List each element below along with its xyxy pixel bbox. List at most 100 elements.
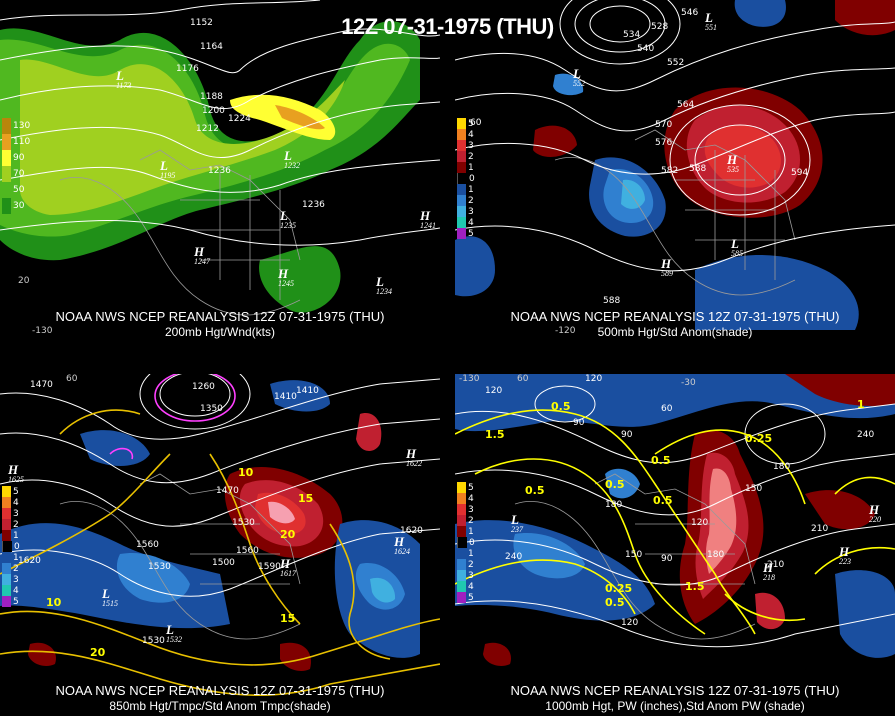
- high-marker: H 1247: [194, 244, 210, 266]
- legend-label: 3: [468, 206, 474, 217]
- legend-label: 3: [13, 574, 19, 585]
- contour-label: 180: [707, 550, 725, 560]
- low-marker: L 1515: [102, 586, 118, 608]
- contour-label: 120: [621, 618, 639, 628]
- legend-label: 4: [468, 129, 474, 140]
- legend-label: 4: [468, 581, 474, 592]
- legend-label: 5: [468, 482, 474, 493]
- contour-label: 1530: [148, 562, 171, 572]
- contour-label: 1470: [30, 380, 53, 390]
- axis-label: 60: [517, 374, 529, 384]
- contour-label: 1188: [200, 92, 223, 102]
- high-marker: H 589: [661, 256, 673, 278]
- low-marker: L 1173: [116, 68, 132, 90]
- axis-label: 20: [18, 276, 30, 286]
- legend-label: 3: [468, 570, 474, 581]
- pw-label: 1: [857, 398, 865, 411]
- contour-label: 210: [767, 560, 785, 570]
- map-500mb: [455, 0, 895, 330]
- panel-caption-1: NOAA NWS NCEP REANALYSIS 12Z 07-31-1975 …: [510, 683, 840, 698]
- pw-label: 0.5: [605, 596, 625, 609]
- legend-label: 110: [13, 137, 31, 147]
- legend-label: 3: [468, 504, 474, 515]
- legend-label: 70: [13, 169, 25, 179]
- legend-swatch: [457, 129, 466, 140]
- pw-label: 0.25: [745, 432, 773, 445]
- contour-label: 582: [661, 166, 679, 176]
- pw-label: 1.5: [485, 428, 505, 441]
- legend-swatch: [457, 184, 466, 195]
- legend-label: 1: [468, 548, 474, 559]
- contour-label: 1530: [232, 518, 255, 528]
- legend-top-label: 60: [470, 118, 482, 128]
- legend-swatch: [2, 508, 11, 519]
- legend-200mb: 130 110 90 70 50 30: [2, 118, 30, 214]
- legend-swatch: [457, 228, 466, 239]
- contour-label: 1620: [18, 556, 41, 566]
- contour-label: 534: [623, 30, 641, 40]
- contour-label: 540: [637, 44, 655, 54]
- legend-label: 5: [468, 228, 474, 239]
- low-marker: L 1532: [166, 622, 182, 644]
- contour-label: 588: [689, 164, 707, 174]
- legend-label: 5: [468, 118, 474, 129]
- pw-label: 0.5: [651, 454, 671, 467]
- legend-swatch: [457, 482, 466, 493]
- contour-label: 90: [661, 554, 673, 564]
- legend-label: 5: [468, 592, 474, 603]
- legend-swatch: [457, 217, 466, 228]
- contour-label: 60: [661, 404, 673, 414]
- contour-label: 1560: [236, 546, 259, 556]
- legend-swatch: [457, 526, 466, 537]
- pw-label: 0.25: [605, 582, 633, 595]
- high-marker: H 1622: [406, 446, 422, 468]
- legend-label: 50: [13, 185, 25, 195]
- legend-swatch: [457, 140, 466, 151]
- map-850mb: [0, 374, 440, 696]
- legend-label: 4: [13, 497, 19, 508]
- low-marker: L 1234: [376, 274, 392, 296]
- legend-swatch: [2, 486, 11, 497]
- legend-label: 130: [13, 121, 31, 131]
- contour-label: 180: [605, 500, 623, 510]
- legend-label: 5: [13, 486, 19, 497]
- legend-swatch: [457, 162, 466, 173]
- legend-swatch: [457, 504, 466, 515]
- axis-label: -130: [459, 374, 480, 384]
- legend-swatch: [457, 537, 467, 548]
- contour-label: 576: [655, 138, 673, 148]
- panel-500mb: 60 5 4 3 2 1 0 1 2 3 4 5 546 534 528 540…: [455, 0, 895, 342]
- map-1000mb: [455, 374, 895, 666]
- high-marker: H 218: [763, 560, 775, 582]
- legend-label: 5: [13, 596, 19, 607]
- contour-label: 1152: [190, 18, 213, 28]
- high-marker: H 1245: [278, 266, 294, 288]
- legend-label: 90: [13, 153, 25, 163]
- legend-swatch: [457, 592, 466, 603]
- panel-1000mb: 5 4 3 2 1 0 1 2 3 4 5 120 90 90 60 120 1…: [455, 374, 895, 716]
- contour-label: 1350: [200, 404, 223, 414]
- contour-label: 150: [625, 550, 643, 560]
- axis-label: 60: [66, 374, 78, 384]
- pw-label: 0.5: [525, 484, 545, 497]
- low-marker: L 551: [705, 10, 717, 32]
- legend-label: 2: [468, 151, 474, 162]
- legend-swatch: [457, 581, 466, 592]
- contour-label: 552: [667, 58, 685, 68]
- contour-label: 1164: [200, 42, 223, 52]
- pw-label: 0.5: [653, 494, 673, 507]
- legend-swatch: [2, 118, 11, 134]
- contour-label: 1590: [258, 562, 281, 572]
- legend-label: 4: [13, 585, 19, 596]
- low-marker: L 552: [573, 66, 585, 88]
- legend-swatch: [457, 173, 467, 184]
- legend-swatch: [457, 118, 466, 129]
- legend-swatch: [457, 493, 466, 504]
- legend-swatch: [2, 150, 11, 166]
- panel-caption-2: 850mb Hgt/Tmpc/Std Anom Tmpc(shade): [109, 699, 331, 713]
- temp-label: 10: [46, 596, 62, 609]
- contour-label: 1200: [202, 106, 225, 116]
- contour-label: 150: [745, 484, 763, 494]
- legend-1000mb: 5 4 3 2 1 0 1 2 3 4 5: [457, 482, 475, 603]
- contour-label: 210: [811, 524, 829, 534]
